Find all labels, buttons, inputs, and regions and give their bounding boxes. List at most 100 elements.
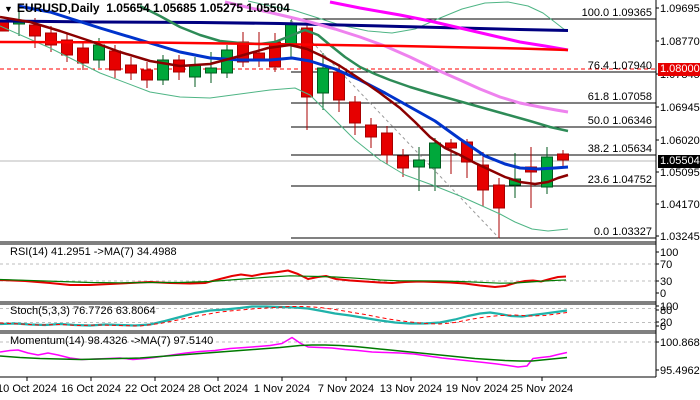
candle-bearish [45,25,57,52]
candle-body [125,64,137,74]
time-axis-label: 28 Oct 2024 [188,383,248,395]
stoch-axis-label: 0 [660,321,666,333]
candle-bearish [397,148,409,177]
fib-level-label: 23.6 1.04752 [588,174,652,186]
candle-body [365,124,377,138]
rsi-axis-label: 0 [660,288,666,300]
candle-body [29,24,41,37]
candle-bullish [157,55,169,85]
candle-body [349,101,361,124]
candle-body [317,67,329,94]
ma-seagreen [139,4,569,133]
candle-bearish [141,61,153,89]
time-axis-label: 1 Nov 2024 [254,383,310,395]
candle-bullish [509,153,521,199]
candle-bearish [237,31,249,67]
momentum-axis-label: 100.8684 [660,337,700,349]
time-axis-label: 19 Nov 2024 [446,383,508,395]
fib-trendline [290,19,500,239]
rsi-axis-label: 100 [660,247,678,259]
candle-bullish [413,146,425,192]
candle-body [189,64,201,78]
price-axis-label: 1.05095 [660,167,700,179]
bollinger-upper [247,0,566,34]
candle-bearish [349,96,361,135]
candle-bullish [285,20,297,57]
candle-body [205,67,217,74]
candle-bullish [317,53,329,110]
candle-bearish [365,118,377,149]
candle-bearish [77,41,89,70]
rsi-axis-label: 30 [660,276,672,288]
ma-maroon [0,15,569,186]
candle-bearish [269,32,281,72]
candle-bearish [301,20,313,130]
ma-blue [17,4,569,171]
time-axis: 10 Oct 2024 16 Oct 2024 22 Oct 2024 28 Oct … [0,377,573,395]
candle-body [413,159,425,168]
candle-bearish [493,178,505,239]
rsi-ma-line [0,275,567,284]
time-axis-label: 13 Nov 2024 [380,383,442,395]
candle-body [141,69,153,81]
momentum-axis-label: 95.4962 [660,365,700,377]
symbol-timeframe-label: EURUSD,Daily [16,1,100,15]
alert-price-box: 1.08000 [658,63,700,76]
candle-body [445,142,457,149]
stoch-d-line [0,306,568,327]
fib-level-label: 61.8 1.07058 [588,91,652,103]
candle-bearish [381,126,393,164]
time-axis-label: 7 Nov 2024 [318,383,374,395]
fib-level-label: 50.0 1.06346 [588,115,652,127]
price-axis-label: 1.06020 [660,135,700,147]
candles-group [0,11,569,239]
ma-magenta [329,0,569,52]
candle-body [397,155,409,169]
candle-body [381,132,393,156]
momentum-panel-label: Momentum(14) 98.4326 ->MA(7) 97.5140 [10,335,214,347]
time-axis-label: 25 Nov 2024 [511,383,573,395]
candle-body [61,39,73,56]
candle-bearish [445,138,457,174]
chart-title: ▼ EURUSD,Daily 1.05654 1.05685 1.05275 1.… [4,1,290,15]
price-axis-label: 1.09695 [660,3,700,15]
price-axis: 1.096951.087701.078451.069451.060201.050… [656,3,700,243]
fib-level-label: 76.4 1.07940 [588,60,652,72]
candle-bullish [189,56,201,87]
ma-navy [0,19,569,32]
symbol-dropdown-icon[interactable]: ▼ [4,4,13,14]
candle-body [109,50,121,71]
candle-body [157,59,169,81]
candle-bearish [173,55,185,80]
time-axis-label: 22 Oct 2024 [125,383,185,395]
candle-bearish [477,151,489,207]
candle-body [493,184,505,209]
price-axis-label: 1.04170 [660,199,700,211]
time-axis-label: 16 Oct 2024 [61,383,121,395]
fib-level-label: 0.0 1.03327 [594,226,652,238]
candle-body [429,142,441,169]
candle-bearish [557,150,569,169]
fibonacci-retracement: 100.0 1.09365 76.4 1.07940 61.8 1.07058 50.… [290,7,656,239]
price-axis-label: 1.08770 [660,36,700,48]
candle-bullish [541,146,553,194]
rsi-panel-label: RSI(14) 41.2951 ->MA(7) 34.4988 [10,246,177,258]
candle-body [557,153,569,161]
stoch-panel-label: Stoch(5,3,3) 76.7726 63.8064 [10,305,156,317]
time-axis-label: 10 Oct 2024 [0,383,57,395]
current-price-box: 1.05504 [658,155,700,168]
rsi-axis-label: 70 [660,259,672,271]
line-red-flat [0,40,569,52]
rsi-line [0,269,567,288]
candle-bearish [125,56,137,80]
panel-borders [0,0,657,378]
stoch-axis-label: 100 [660,301,678,313]
candle-body [93,44,105,61]
candle-body [45,32,57,46]
stoch-axis-label: 20 [660,317,672,329]
price-axis-label: 1.06945 [660,102,700,114]
candle-body [77,47,89,64]
